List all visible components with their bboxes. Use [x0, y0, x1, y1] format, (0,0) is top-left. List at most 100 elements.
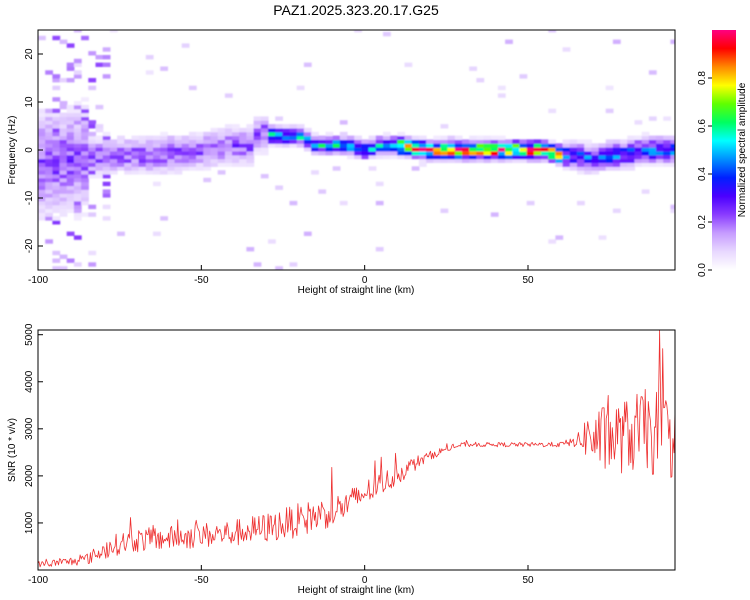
heatmap-cell [45, 177, 53, 183]
heatmap-cell [88, 158, 97, 163]
heatmap-cell [605, 158, 614, 163]
heatmap-cell [598, 143, 607, 148]
heatmap-cell [469, 135, 477, 140]
heatmap-cell [469, 143, 477, 148]
snr-background [38, 330, 675, 570]
heatmap-cell [59, 193, 68, 198]
heatmap-cell [634, 162, 643, 167]
heatmap-cell [66, 62, 75, 67]
heatmap-cell [66, 108, 75, 114]
heatmap-cell [45, 116, 53, 121]
heatmap-cell [519, 154, 528, 160]
heatmap-cell [641, 131, 650, 137]
heatmap-cell [181, 166, 190, 171]
heatmap-cell [296, 127, 305, 133]
heatmap-cell [426, 139, 434, 144]
heatmap-cell [627, 154, 636, 160]
heatmap-cell [397, 143, 406, 148]
heatmap-cell [224, 162, 233, 167]
heatmap-cell [138, 151, 147, 156]
heatmap-cell [109, 143, 118, 148]
heatmap-cell [73, 154, 82, 160]
heatmap-cell [447, 151, 456, 156]
heatmap-cell [268, 143, 276, 148]
heatmap-cell [145, 158, 154, 163]
heatmap-cell [612, 208, 621, 213]
heatmap-cell [131, 147, 140, 152]
heatmap-cell [569, 147, 578, 152]
heatmap-cell [145, 70, 154, 75]
heatmap-cell [210, 147, 219, 152]
heatmap-cell [605, 147, 614, 152]
heatmap-cell [181, 143, 190, 148]
heatmap-cell [260, 174, 269, 179]
heatmap-cell [59, 127, 68, 133]
heatmap-cell [224, 154, 233, 160]
heatmap-cell [59, 266, 68, 270]
heatmap-cell [59, 131, 68, 137]
heatmap-cell [45, 204, 53, 210]
heatmap-cell [303, 127, 312, 133]
heatmap-cell [383, 139, 391, 144]
heatmap-cell [52, 131, 61, 137]
heatmap-cell [325, 131, 334, 137]
heatmap-cell [505, 147, 513, 152]
y-tick-label: 10 [24, 96, 35, 108]
heatmap-cell [81, 174, 89, 179]
heatmap-cell [174, 139, 183, 144]
heatmap-cell [59, 204, 68, 210]
heatmap-cell [246, 124, 255, 129]
heatmap-cell [210, 158, 219, 163]
heatmap-cell [217, 158, 226, 163]
heatmap-cell [620, 166, 628, 171]
heatmap-cell [663, 139, 671, 144]
heatmap-cell [462, 158, 470, 163]
heatmap-cell [519, 158, 528, 163]
heatmap-cell [66, 116, 75, 121]
heatmap-cell [59, 208, 68, 213]
heatmap-cell [224, 143, 233, 148]
heatmap-cell [160, 66, 168, 71]
heatmap-cell [246, 154, 255, 160]
heatmap-cell [418, 154, 427, 160]
heatmap-cell [375, 200, 384, 206]
heatmap-cell [88, 147, 97, 152]
heatmap-cell [38, 135, 46, 140]
heatmap-cell [548, 158, 557, 163]
heatmap-cell [224, 158, 233, 163]
heatmap-cell [447, 135, 456, 140]
heatmap-cell [81, 139, 89, 144]
heatmap-cell [45, 170, 53, 175]
heatmap-cell [45, 112, 53, 117]
heatmap-cell [339, 147, 348, 152]
heatmap-cell [95, 166, 104, 171]
heatmap-cell [38, 177, 46, 183]
heatmap-cell [383, 31, 391, 37]
heatmap-cell [117, 135, 125, 140]
heatmap-cell [339, 135, 348, 140]
heatmap-cell [433, 151, 442, 156]
y-tick-label: 2000 [24, 464, 35, 487]
heatmap-cell [38, 197, 46, 202]
heatmap-cell [196, 143, 204, 148]
heatmap-cell [224, 151, 233, 156]
heatmap-cell [447, 147, 456, 152]
heatmap-cell [59, 147, 68, 152]
y-tick-label: 1000 [24, 511, 35, 534]
colorbar-tick-label: 0.8 [697, 71, 708, 85]
heatmap-cell [311, 147, 319, 152]
heatmap-cell [454, 151, 463, 156]
heatmap-cell [188, 151, 197, 156]
heatmap-cell [73, 70, 82, 75]
heatmap-cell [45, 70, 53, 75]
heatmap-cell [203, 162, 212, 167]
heatmap-cell [52, 74, 61, 79]
heatmap-cell [347, 135, 355, 140]
heatmap-cell [52, 197, 61, 202]
heatmap-cell [52, 135, 61, 140]
heatmap-cell [318, 139, 327, 144]
heatmap-cell [52, 143, 61, 148]
heatmap-cell [73, 162, 82, 167]
heatmap-cell [390, 154, 398, 160]
heatmap-cell [95, 55, 104, 60]
